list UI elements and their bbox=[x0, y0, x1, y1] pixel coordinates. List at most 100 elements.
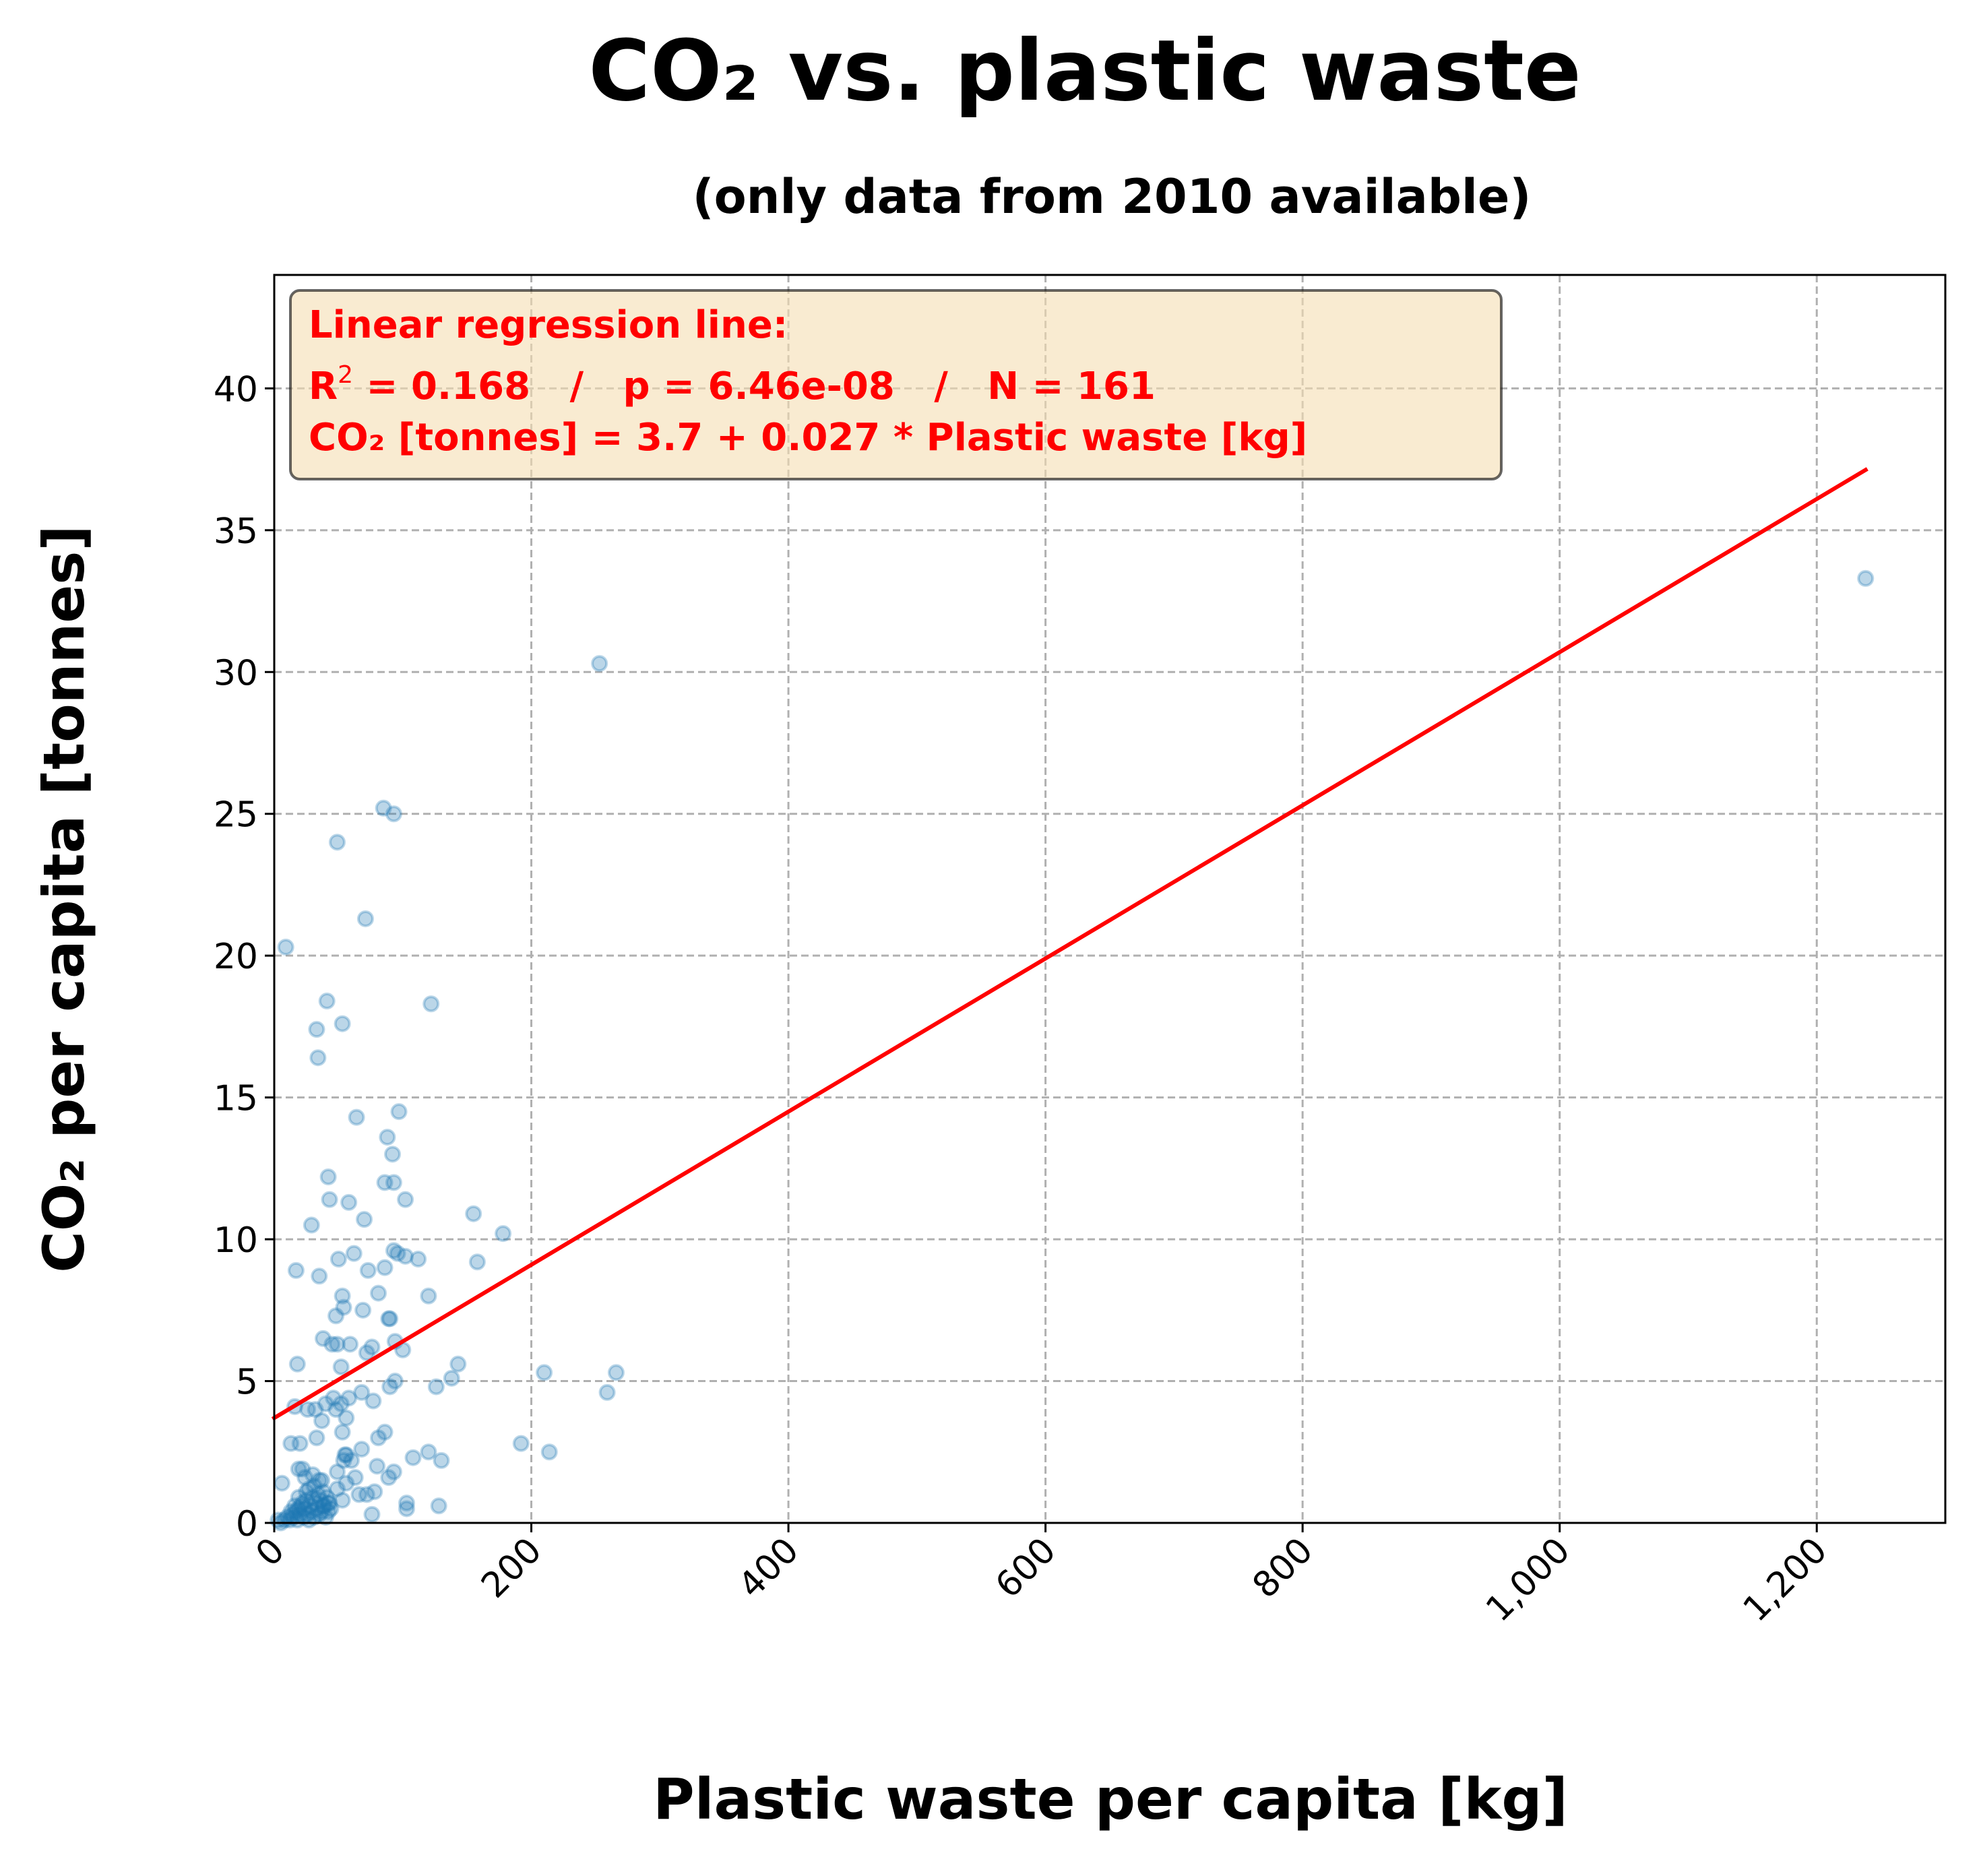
data-point bbox=[465, 1205, 482, 1222]
data-point bbox=[329, 1251, 347, 1268]
data-point bbox=[304, 1466, 321, 1483]
regression-line bbox=[271, 467, 1868, 1421]
data-point bbox=[282, 1435, 300, 1452]
y-tick-label: 5 bbox=[236, 1363, 258, 1403]
data-point bbox=[291, 1435, 309, 1452]
data-point bbox=[375, 799, 392, 817]
data-point bbox=[278, 1509, 296, 1526]
data-point bbox=[294, 1495, 311, 1512]
data-point bbox=[311, 1505, 328, 1523]
data-point bbox=[358, 1486, 375, 1503]
data-point bbox=[345, 1245, 363, 1262]
x-tick-label: 600 bbox=[988, 1530, 1064, 1606]
data-point bbox=[607, 1364, 625, 1381]
data-point bbox=[298, 1483, 315, 1501]
data-point bbox=[319, 1503, 337, 1520]
data-point bbox=[311, 1472, 328, 1489]
y-tick-label: 40 bbox=[214, 369, 258, 410]
data-point bbox=[385, 805, 402, 823]
data-point bbox=[303, 1503, 320, 1520]
data-point bbox=[358, 1344, 375, 1361]
data-point bbox=[430, 1497, 447, 1515]
data-point bbox=[363, 1338, 381, 1356]
data-point bbox=[292, 1497, 310, 1515]
y-tick-label: 15 bbox=[214, 1079, 258, 1119]
data-point bbox=[296, 1500, 314, 1518]
data-point bbox=[314, 1330, 332, 1347]
data-point bbox=[468, 1253, 486, 1271]
y-tick-label: 20 bbox=[214, 937, 258, 977]
y-tick-label: 0 bbox=[236, 1504, 258, 1544]
data-point bbox=[380, 1310, 398, 1327]
data-point bbox=[342, 1451, 360, 1469]
data-point bbox=[359, 1261, 377, 1279]
data-point bbox=[385, 1174, 402, 1191]
data-point bbox=[314, 1483, 332, 1501]
chart-subtitle: (only data from 2010 available) bbox=[693, 169, 1532, 224]
annotation-line-2: R2 = 0.168 / p = 6.46e-08 / N = 161 bbox=[309, 361, 1156, 408]
data-point bbox=[366, 1483, 383, 1501]
data-point bbox=[591, 655, 608, 673]
data-point bbox=[327, 1401, 345, 1418]
y-axis: 0 5 10 15 20 25 30 35 40 bbox=[214, 369, 274, 1544]
data-point bbox=[422, 995, 440, 1013]
data-point bbox=[384, 1146, 402, 1163]
data-point bbox=[495, 1225, 512, 1243]
data-point bbox=[353, 1441, 371, 1458]
data-point bbox=[323, 1336, 341, 1353]
data-point bbox=[307, 1401, 324, 1418]
data-point bbox=[315, 1497, 333, 1515]
data-points bbox=[270, 569, 1875, 1532]
data-point bbox=[336, 1446, 354, 1464]
data-point bbox=[342, 1336, 359, 1353]
data-point bbox=[340, 1389, 358, 1407]
x-axis-label: Plastic waste per capita [kg] bbox=[653, 1766, 1568, 1832]
data-point bbox=[385, 1463, 402, 1480]
annotation-r-label: R bbox=[309, 365, 338, 408]
data-point bbox=[427, 1378, 445, 1396]
data-point bbox=[290, 1489, 307, 1506]
data-point bbox=[433, 1451, 450, 1469]
data-point bbox=[301, 1497, 319, 1515]
x-tick-label: 1,000 bbox=[1478, 1530, 1578, 1630]
data-point bbox=[332, 1358, 350, 1375]
data-point bbox=[338, 1474, 355, 1492]
data-point bbox=[404, 1449, 422, 1466]
chart-title: CO₂ vs. plastic waste bbox=[588, 22, 1581, 120]
data-point bbox=[381, 1310, 399, 1327]
data-point bbox=[420, 1287, 437, 1305]
data-point bbox=[291, 1505, 309, 1523]
data-point bbox=[335, 1451, 352, 1469]
data-point bbox=[348, 1108, 365, 1126]
data-point bbox=[356, 910, 374, 927]
data-point bbox=[312, 1491, 329, 1509]
data-point bbox=[354, 1301, 372, 1319]
data-point bbox=[332, 1395, 350, 1412]
regression-annotation-box: Linear regression line: R2 = 0.168 / p =… bbox=[289, 289, 1503, 480]
data-point bbox=[338, 1446, 355, 1464]
data-point bbox=[286, 1497, 304, 1515]
data-point bbox=[598, 1383, 616, 1401]
data-point bbox=[309, 1486, 327, 1503]
data-point bbox=[363, 1505, 381, 1523]
y-tick-label: 30 bbox=[214, 653, 258, 693]
data-point bbox=[305, 1477, 323, 1495]
regression-line-group bbox=[271, 467, 1868, 1421]
data-point bbox=[386, 1373, 404, 1390]
x-tick-label: 400 bbox=[731, 1530, 807, 1606]
annotation-r-superscript: 2 bbox=[338, 361, 353, 389]
data-point bbox=[356, 1211, 373, 1228]
x-axis: 0 200 400 600 800 1,000 1,200 bbox=[248, 1523, 1835, 1629]
x-tick-label: 800 bbox=[1245, 1530, 1321, 1606]
data-point bbox=[282, 1503, 300, 1520]
data-point bbox=[313, 1472, 331, 1489]
data-point bbox=[370, 1284, 387, 1302]
data-point bbox=[309, 1049, 327, 1067]
x-tick-label: 1,200 bbox=[1736, 1530, 1835, 1630]
data-point bbox=[449, 1355, 467, 1373]
data-point bbox=[338, 1409, 355, 1427]
data-point bbox=[307, 1495, 324, 1512]
data-point bbox=[319, 1495, 337, 1512]
annotation-box-background bbox=[289, 289, 1503, 480]
x-tick-label: 200 bbox=[474, 1530, 550, 1606]
